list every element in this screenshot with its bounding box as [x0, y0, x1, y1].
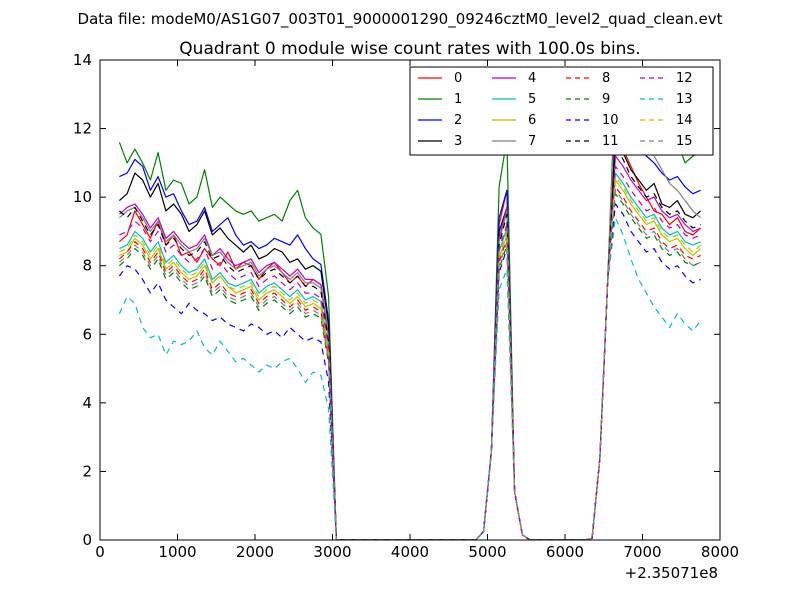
x-tick-label: 5000 — [468, 543, 506, 561]
x-tick-label: 1000 — [158, 543, 196, 561]
y-tick-labels: 0 2 4 6 8 10 12 14 — [73, 51, 92, 549]
legend-label-11: 11 — [602, 134, 619, 149]
y-tick-label: 10 — [73, 188, 92, 206]
figure-suptitle: Data file: modeM0/AS1G07_003T01_90000012… — [78, 10, 723, 29]
x-tick-label: 4000 — [391, 543, 429, 561]
x-tick-label: 6000 — [546, 543, 584, 561]
y-tick-label: 0 — [82, 531, 92, 549]
legend-label-9: 9 — [602, 92, 610, 107]
legend-label-5: 5 — [528, 92, 536, 107]
legend-label-2: 2 — [454, 113, 462, 128]
y-tick-label: 2 — [82, 462, 92, 480]
y-tick-label: 8 — [82, 257, 92, 275]
legend-label-12: 12 — [676, 71, 693, 86]
legend-label-6: 6 — [528, 113, 536, 128]
legend-label-7: 7 — [528, 134, 536, 149]
x-tick-label: 7000 — [623, 543, 661, 561]
y-tick-label: 14 — [73, 51, 92, 69]
x-offset-label: +2.35071e8 — [625, 564, 718, 582]
legend-label-4: 4 — [528, 71, 536, 86]
legend-label-13: 13 — [676, 92, 693, 107]
x-tick-labels: 0 1000 2000 3000 4000 5000 6000 7000 8000 — [95, 543, 739, 561]
x-tick-label: 3000 — [313, 543, 351, 561]
series-line-5 — [119, 172, 701, 540]
series-line-15 — [118, 189, 701, 540]
y-tick-label: 4 — [82, 394, 92, 412]
x-tick-label: 8000 — [701, 543, 739, 561]
series-line-10 — [118, 203, 701, 540]
legend-label-0: 0 — [454, 71, 462, 86]
chart-title: Quadrant 0 module wise count rates with … — [179, 39, 640, 59]
x-tick-marks — [99, 60, 721, 540]
legend-label-15: 15 — [676, 134, 693, 149]
legend-label-1: 1 — [454, 92, 462, 107]
legend-label-8: 8 — [602, 71, 610, 86]
series-line-14 — [119, 176, 702, 540]
legend-label-14: 14 — [676, 113, 693, 128]
legend-label-3: 3 — [454, 134, 462, 149]
legend-label-10: 10 — [602, 113, 619, 128]
x-tick-label: 0 — [95, 543, 105, 561]
y-tick-marks — [100, 59, 720, 541]
y-tick-label: 6 — [82, 325, 92, 343]
x-tick-label: 2000 — [236, 543, 274, 561]
series-layer — [118, 79, 702, 540]
legend-frame — [409, 66, 714, 156]
y-tick-label: 12 — [73, 120, 92, 138]
series-line-13 — [118, 217, 702, 540]
